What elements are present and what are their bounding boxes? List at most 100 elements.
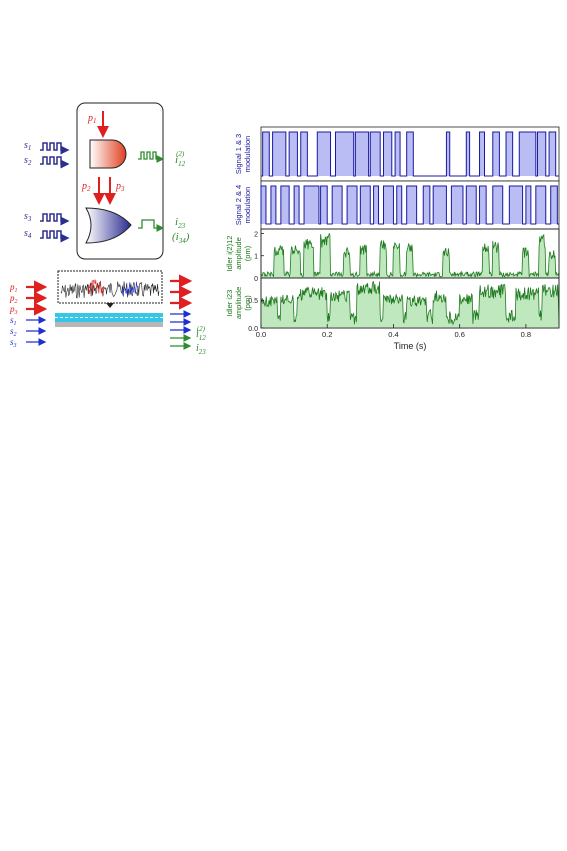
y-axis-label: amplitude	[234, 287, 243, 320]
modulation-pulse	[261, 186, 266, 224]
modulation-pulse	[525, 186, 531, 224]
waveguide-core	[55, 313, 163, 322]
modulation-pulse	[289, 132, 298, 176]
modulation-pulse	[262, 132, 270, 176]
modulation-pulse	[492, 132, 500, 176]
modulation-pulse	[466, 132, 470, 176]
y-axis-label: (pm)	[243, 295, 252, 311]
modulation-pulse	[406, 132, 414, 176]
signal-s1-label: s1	[24, 140, 31, 152]
modulation-pulse	[492, 186, 503, 224]
modulation-pulse	[300, 132, 308, 176]
or-gate-icon	[85, 207, 132, 244]
gate-frame	[76, 102, 164, 260]
idler-i34-label: (i34)	[172, 231, 190, 245]
modulation-pulse	[451, 186, 463, 224]
idler-trace	[260, 281, 560, 326]
modulation-pulse	[396, 186, 402, 224]
x-tick-label: 0.6	[454, 330, 464, 339]
signal-s3-label: s3	[24, 211, 32, 223]
modulation-pulse	[355, 132, 369, 176]
y-axis-label: Signal 1 & 3	[234, 134, 243, 174]
x-tick-label: 0.8	[521, 330, 531, 339]
modulation-pulse	[535, 186, 546, 224]
modulation-pulse	[550, 186, 558, 224]
spectrum-signal-band	[121, 281, 138, 296]
y-axis-label: Idler i23	[225, 290, 234, 317]
modulation-pulse	[347, 186, 358, 224]
signal-s2-pulse-icon	[40, 156, 70, 169]
modulation-pulse	[272, 132, 286, 176]
modulation-pulse	[320, 186, 328, 224]
modulation-pulse	[537, 132, 546, 176]
modulation-pulse	[423, 186, 430, 224]
modulation-pulse	[335, 132, 354, 176]
modulation-pulse	[406, 186, 417, 224]
input-label-s1: s1	[10, 315, 17, 327]
modulation-pulse	[479, 132, 485, 176]
logic-gate-schematic: p1 s1 s2 i12(2) p2 p3 s3 s4 i23 (i34)	[24, 102, 190, 260]
modulation-pulse	[446, 132, 450, 176]
x-tick-label: 0.0	[256, 330, 266, 339]
y-axis-label: amplitude	[234, 237, 243, 270]
out-i12-label: i12(2)	[196, 325, 206, 342]
pump-p2-label: p2	[81, 181, 91, 193]
signal-s4-pulse-icon	[40, 230, 70, 243]
y-tick-label: 0.0	[248, 326, 258, 333]
y-tick-label: 1	[254, 254, 258, 261]
input-label-p1: p1	[9, 282, 18, 294]
modulation-pulse	[519, 132, 536, 176]
y-axis-label: modulation	[243, 187, 252, 224]
idler-area	[261, 233, 559, 278]
idler-i23-pulse-icon	[138, 219, 165, 232]
idler-area	[261, 281, 559, 328]
modulation-pulse	[280, 186, 290, 224]
chart-panel-4: 0.0 0.5 Idler i23 amplitude (pm)	[225, 277, 560, 333]
modulation-pulse	[506, 132, 513, 176]
y-axis-label: Signal 2 & 4	[234, 185, 243, 225]
modulation-pulse	[270, 186, 276, 224]
signal-s4-label: s4	[24, 228, 32, 240]
modulation-pulse	[332, 186, 343, 224]
signal-s1-pulse-icon	[40, 142, 70, 155]
pump-p3-label: p3	[115, 181, 125, 193]
chart-panel-2: Signal 2 & 4 modulation	[234, 180, 560, 230]
idler-trace	[260, 232, 560, 278]
y-axis-label: modulation	[243, 136, 252, 173]
spectrum-pump-band	[87, 279, 104, 294]
y-axis-label: (pm)	[243, 245, 252, 261]
modulation-pulse	[433, 186, 447, 224]
chart-panel-1: Signal 1 & 3 modulation	[234, 126, 560, 182]
output-arrows	[170, 274, 193, 350]
modulation-pulse	[509, 186, 523, 224]
x-tick-label: 0.2	[322, 330, 332, 339]
spectrum-trace	[60, 281, 160, 299]
out-i23-label: i23	[196, 343, 206, 356]
modulation-pulse	[370, 132, 381, 176]
pump-p1-label: p1	[87, 113, 97, 125]
modulation-pulse	[549, 132, 556, 176]
modulation-pulse	[395, 132, 401, 176]
modulation-pulse	[360, 186, 371, 224]
input-label-s3: s3	[10, 337, 17, 349]
x-axis-label: Time (s)	[394, 341, 427, 351]
signal-s2-label: s2	[24, 155, 32, 167]
modulation-trace	[260, 185, 559, 225]
y-tick-label: 2	[254, 231, 258, 238]
y-tick-label: 0	[254, 276, 258, 283]
spectrum-inset	[60, 279, 160, 299]
idler-i12-label: i12(2)	[175, 150, 186, 168]
inset-pointer-icon	[106, 303, 114, 308]
input-label-s2: s2	[10, 326, 17, 338]
modulation-pulse	[373, 186, 379, 224]
modulation-trace	[261, 131, 559, 177]
modulation-pulse	[479, 186, 487, 224]
x-tick-label: 0.4	[388, 330, 398, 339]
y-axis-label: Idler i(2)12	[225, 236, 234, 272]
idler-i23-label: i23	[175, 216, 186, 230]
and-gate-icon	[89, 139, 127, 169]
